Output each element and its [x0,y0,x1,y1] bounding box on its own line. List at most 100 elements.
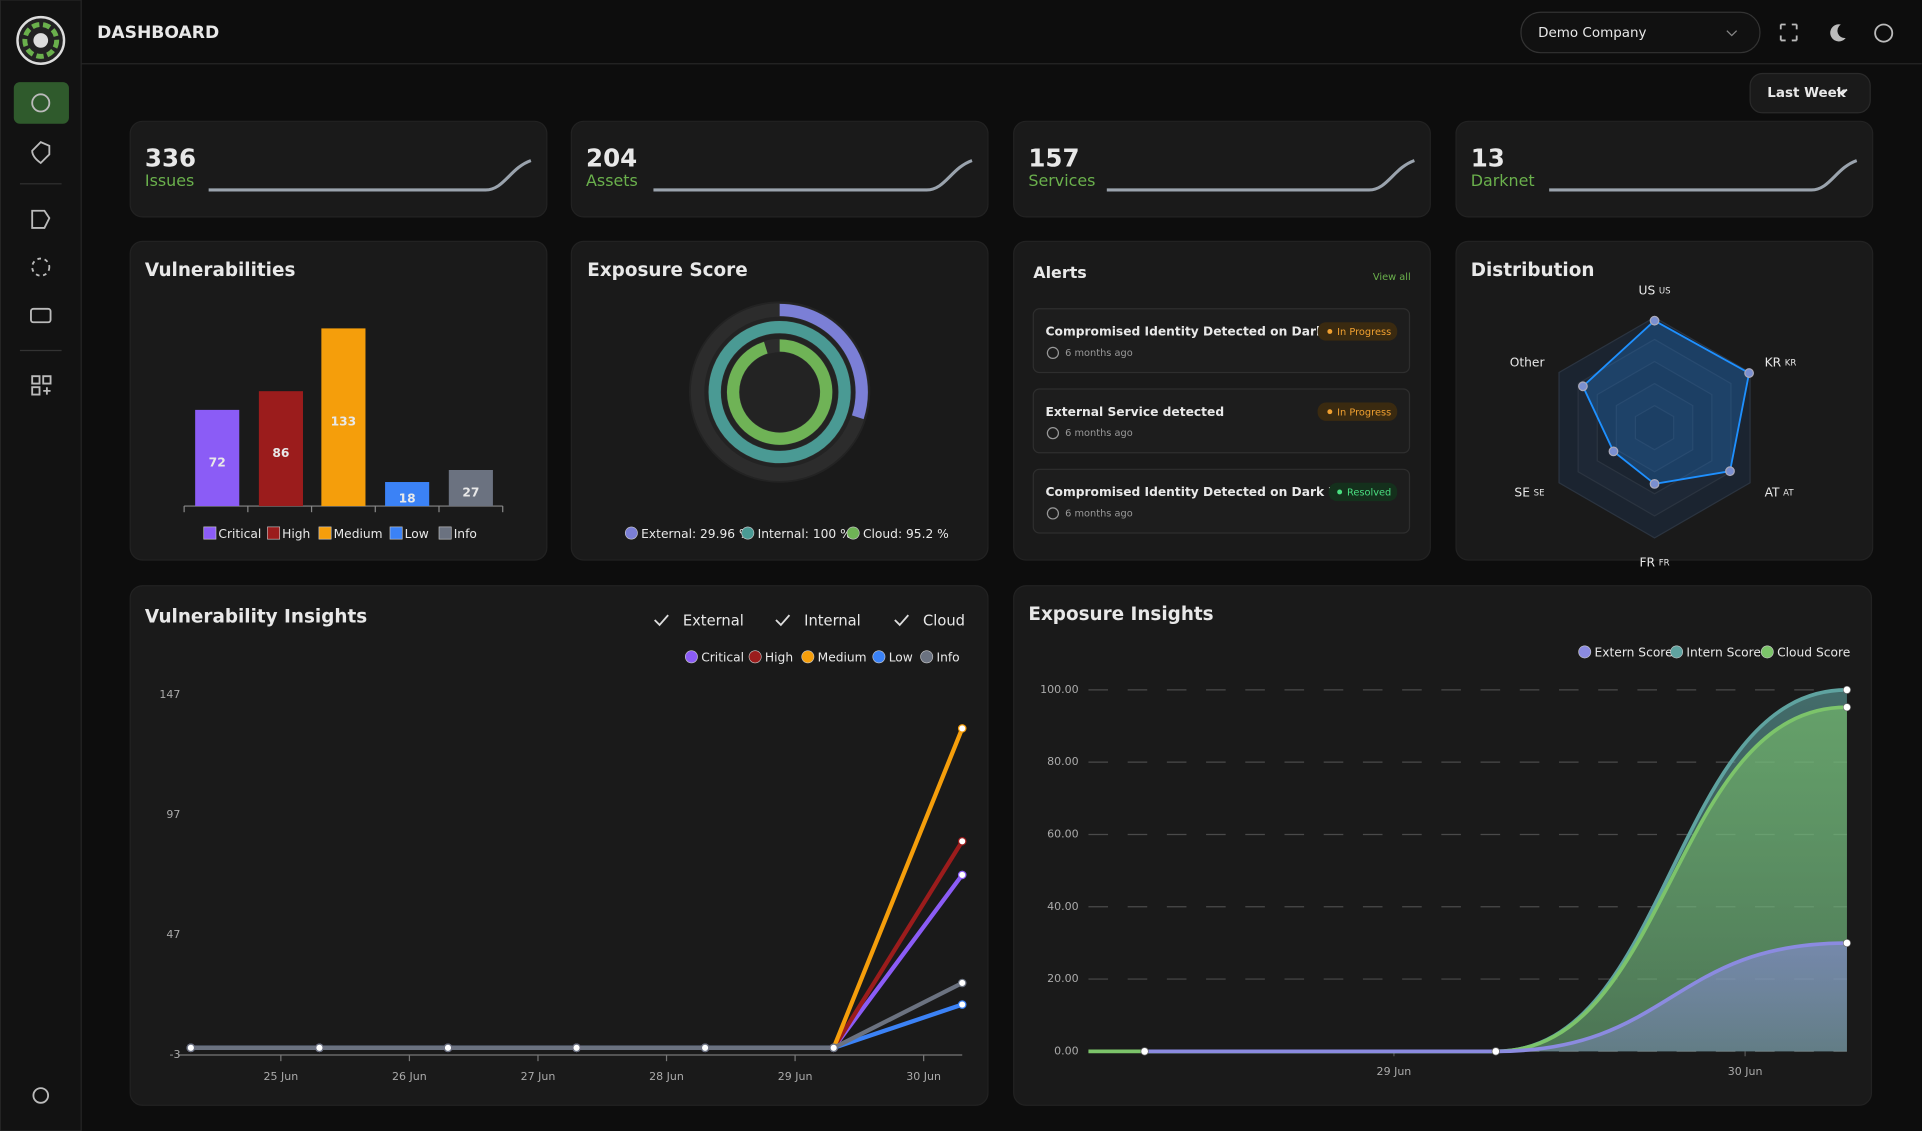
card [1013,120,1431,218]
country-code: at [1783,488,1794,498]
radar-label: Other [1510,355,1546,369]
filter-label[interactable]: Cloud [923,612,965,629]
status-dot [1337,489,1343,495]
alert-status: Resolved [1347,488,1391,499]
legend-label: Intern Score [1686,646,1761,660]
country-name: FR [1639,555,1655,569]
card [129,585,989,1106]
bar [321,328,366,507]
logo [16,15,66,65]
filter-label[interactable]: Internal [804,612,861,629]
filter-checkbox[interactable] [775,614,791,627]
nav-monitor[interactable] [30,307,52,324]
country-code: se [1534,488,1545,498]
area-fill [1144,943,1847,1052]
legend-label: Critical [218,527,261,541]
alert-title: Compromised Identity Detected on Dark We… [1046,325,1359,339]
company-select[interactable] [1520,11,1761,54]
country-name: KR [1765,355,1782,369]
stat-value: 204 [586,143,637,172]
legend-label: Medium [818,651,867,665]
y-tick-label: 20.00 [1047,972,1079,985]
x-tick-label: 29 Jun [778,1070,813,1083]
legend-label: External: 29.96 % [641,527,750,541]
nav-security[interactable] [31,141,51,165]
radar-point [1649,315,1660,326]
status-pill [1317,322,1398,341]
legend-dot [741,526,755,540]
fullscreen-button[interactable] [1779,23,1798,42]
y-tick-label: 147 [159,688,180,701]
stat-value: 336 [145,143,196,172]
alert-title: Compromised Identity Detected on Dark We… [1046,485,1359,499]
nav-dashboard[interactable] [31,93,51,113]
chart-title: Exposure Score [587,260,747,281]
alert-status: In Progress [1337,327,1391,338]
legend-swatch [438,526,452,540]
nav-apps[interactable] [31,375,52,396]
view-all-link[interactable]: View all [1373,272,1411,283]
legend-dot [801,650,815,664]
y-tick-label: 60.00 [1047,827,1079,840]
sparkline [1106,159,1415,192]
nav-settings[interactable] [32,1087,50,1104]
ring-arc [708,321,851,464]
filter-checkbox[interactable] [654,614,669,627]
legend-dot [748,650,762,664]
data-label: 72 [209,455,226,469]
data-point [957,724,967,733]
filter-checkbox[interactable] [894,614,910,627]
country-name: AT [1765,485,1780,499]
y-tick-label: 40.00 [1047,900,1079,913]
nav-active[interactable] [13,82,69,124]
legend-label: High [765,651,793,665]
radar-point [1578,381,1588,392]
bar [195,409,240,507]
legend-dot [1670,645,1684,659]
nav-scan[interactable] [31,257,51,277]
sparkline [653,159,973,192]
legend-swatch [318,526,332,540]
alert-time: 6 months ago [1065,428,1133,439]
legend-label: Info [454,527,477,541]
chart-title: Distribution [1471,260,1595,281]
filter-label[interactable]: External [683,612,744,629]
data-point [700,1043,710,1053]
radar-label: FR fr [1639,555,1669,569]
period-button[interactable] [1749,72,1871,114]
legend-label: Low [889,651,913,665]
alert-time: 6 months ago [1065,348,1133,359]
x-tick-label: 28 Jun [649,1070,684,1083]
status-pill [1328,482,1398,502]
area-line [1144,941,1847,1054]
theme-button[interactable] [1830,24,1846,42]
stat-label: Darknet [1471,171,1535,190]
period-label: Last Week [1767,85,1846,101]
x-tick-label: 25 Jun [263,1070,298,1083]
legend-dot [624,526,638,540]
data-label: 133 [331,415,357,429]
legend-label: Low [405,527,429,541]
radar-label: KR kr [1765,355,1797,369]
alert-item[interactable] [1032,388,1411,454]
nav-assets[interactable] [31,209,51,229]
profile-button[interactable] [1874,23,1894,43]
legend-label: Extern Score [1595,646,1673,660]
data-point [957,978,967,988]
legend-label: Internal: 100 % [758,527,852,541]
data-point [1140,1047,1149,1056]
data-label: 86 [272,446,289,460]
card [570,120,989,218]
status-dot [1327,409,1333,415]
status-pill [1317,402,1398,421]
legend-dot [1578,645,1592,659]
country-name: US [1638,283,1655,297]
area-fill [1144,707,1847,1052]
y-tick-label: 80.00 [1047,755,1079,768]
chart-title: Vulnerabilities [145,260,296,281]
alert-item[interactable] [1032,308,1411,374]
legend-label: Critical [701,651,744,665]
radar-point [1725,466,1735,477]
alert-item[interactable] [1032,468,1411,534]
